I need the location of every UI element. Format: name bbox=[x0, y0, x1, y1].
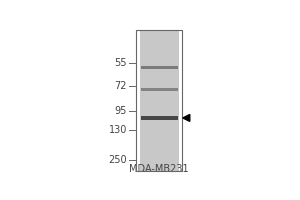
Bar bbox=[136, 30, 182, 171]
Bar bbox=[140, 30, 179, 171]
Text: 55: 55 bbox=[115, 58, 127, 68]
Bar bbox=[141, 88, 178, 91]
Text: 72: 72 bbox=[115, 81, 127, 91]
Polygon shape bbox=[183, 114, 190, 121]
Text: MDA-MB231: MDA-MB231 bbox=[129, 164, 188, 174]
Text: 130: 130 bbox=[109, 125, 127, 135]
Bar bbox=[141, 116, 178, 120]
Text: 250: 250 bbox=[108, 155, 127, 165]
Bar bbox=[141, 66, 178, 69]
Text: 95: 95 bbox=[115, 106, 127, 116]
